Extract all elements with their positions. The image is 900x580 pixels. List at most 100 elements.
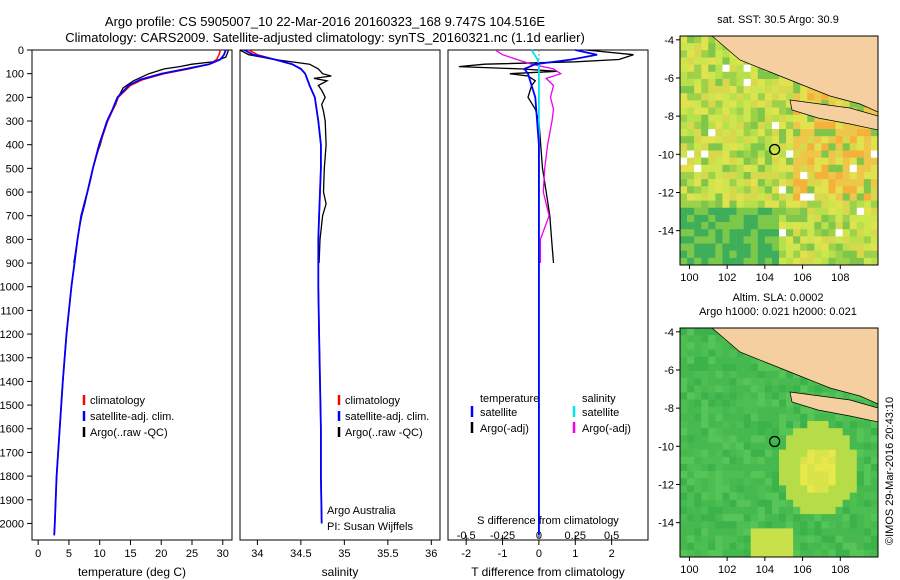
map-cell (729, 392, 737, 400)
map-cell (701, 356, 709, 365)
map-cell (680, 342, 688, 350)
map-cell (771, 157, 780, 166)
map-cell (863, 150, 872, 158)
map-cell (842, 428, 851, 436)
map-cell (736, 370, 744, 379)
map-cell (736, 471, 744, 479)
map-cell (814, 499, 822, 508)
map-cell (800, 114, 808, 123)
map-cell (807, 463, 815, 472)
map-cell (757, 363, 766, 372)
map-cell (736, 478, 744, 486)
legend-label: satellite-adj. clim. (90, 411, 174, 423)
map-cell (715, 378, 723, 386)
map-cell (764, 114, 773, 123)
map-cell (750, 492, 759, 501)
map-cell (694, 542, 702, 551)
map-cell (764, 107, 773, 116)
x-tick-label: 35 (338, 548, 350, 560)
legend-label: Argo(-adj) (582, 423, 631, 435)
y-tick-label: 1400 (0, 376, 24, 388)
map-cell (807, 421, 815, 429)
map-cell (863, 471, 872, 479)
map-cell (771, 214, 780, 223)
map-cell (736, 528, 744, 536)
map-cell (764, 179, 773, 187)
map-cell (680, 250, 688, 259)
map-cell (870, 236, 879, 244)
map-cell (835, 463, 843, 472)
map-cell (701, 229, 709, 237)
map-cell (800, 421, 808, 429)
map-cell (835, 514, 843, 522)
temperature-frame (31, 49, 233, 541)
map-cell (694, 207, 702, 216)
map-cell (680, 129, 688, 137)
map-cell (701, 236, 709, 244)
map-cell (849, 478, 858, 486)
map-cell (828, 186, 836, 194)
map-cell (786, 136, 794, 144)
map-cell (680, 64, 688, 73)
map-cell (828, 506, 836, 515)
map-cell (814, 549, 822, 558)
map-cell (736, 114, 744, 123)
map-cell (779, 136, 787, 144)
map-cell (835, 471, 843, 479)
sst-map: 100 102 104 106 108 -4-6-8-10-12-14 (658, 35, 879, 284)
map-cell (835, 257, 843, 266)
legend-label: Argo(..raw -QC) (90, 427, 168, 439)
map-cell (807, 492, 815, 501)
map-cell (736, 385, 744, 393)
series-satellite-adj-clim- (53, 49, 227, 536)
map-cell (821, 506, 829, 515)
map-cell (779, 435, 787, 443)
map-cell (687, 57, 695, 65)
map-cell (701, 93, 709, 101)
map-cell (821, 121, 829, 130)
map-cell (680, 413, 688, 422)
map-cell (680, 349, 688, 357)
map-cell (779, 485, 787, 493)
map-cell (694, 442, 702, 450)
y-tick-label: 700 (6, 211, 24, 223)
map-cell (779, 542, 787, 551)
map-cell (786, 392, 794, 400)
map-cell (680, 107, 688, 116)
map-cell (779, 121, 787, 130)
map-cell (771, 222, 780, 230)
map-cell (779, 214, 787, 223)
map-cell (750, 78, 759, 87)
map-cell (856, 499, 865, 508)
map-cell (807, 121, 815, 130)
map-cell (856, 421, 865, 429)
map-cell (743, 236, 752, 244)
map-cell (701, 36, 709, 44)
map-cell (835, 222, 843, 230)
map-cell (786, 499, 794, 508)
map-cell (828, 428, 836, 436)
map-cell (708, 378, 716, 386)
map-cell (757, 442, 766, 450)
map-cell (771, 164, 780, 173)
map-cell (800, 485, 808, 493)
map-cell (835, 521, 843, 529)
map-cell (687, 171, 695, 180)
map-cell (715, 370, 723, 379)
map-cell (736, 186, 744, 194)
map-cell (750, 214, 759, 223)
x-tick-label: 108 (831, 564, 849, 576)
map-cell (694, 222, 702, 230)
map-cell (863, 478, 872, 486)
map-cell (814, 421, 822, 429)
map-cell (863, 214, 872, 223)
map-cell (849, 214, 858, 223)
map-cell (708, 328, 716, 336)
map-cell (701, 57, 709, 65)
x-tick-label: 34 (251, 548, 263, 560)
map-cell (743, 179, 752, 187)
map-cell (821, 449, 829, 458)
map-cell (736, 171, 744, 180)
y-tick-label: 100 (6, 69, 24, 81)
map-cell (828, 236, 836, 244)
